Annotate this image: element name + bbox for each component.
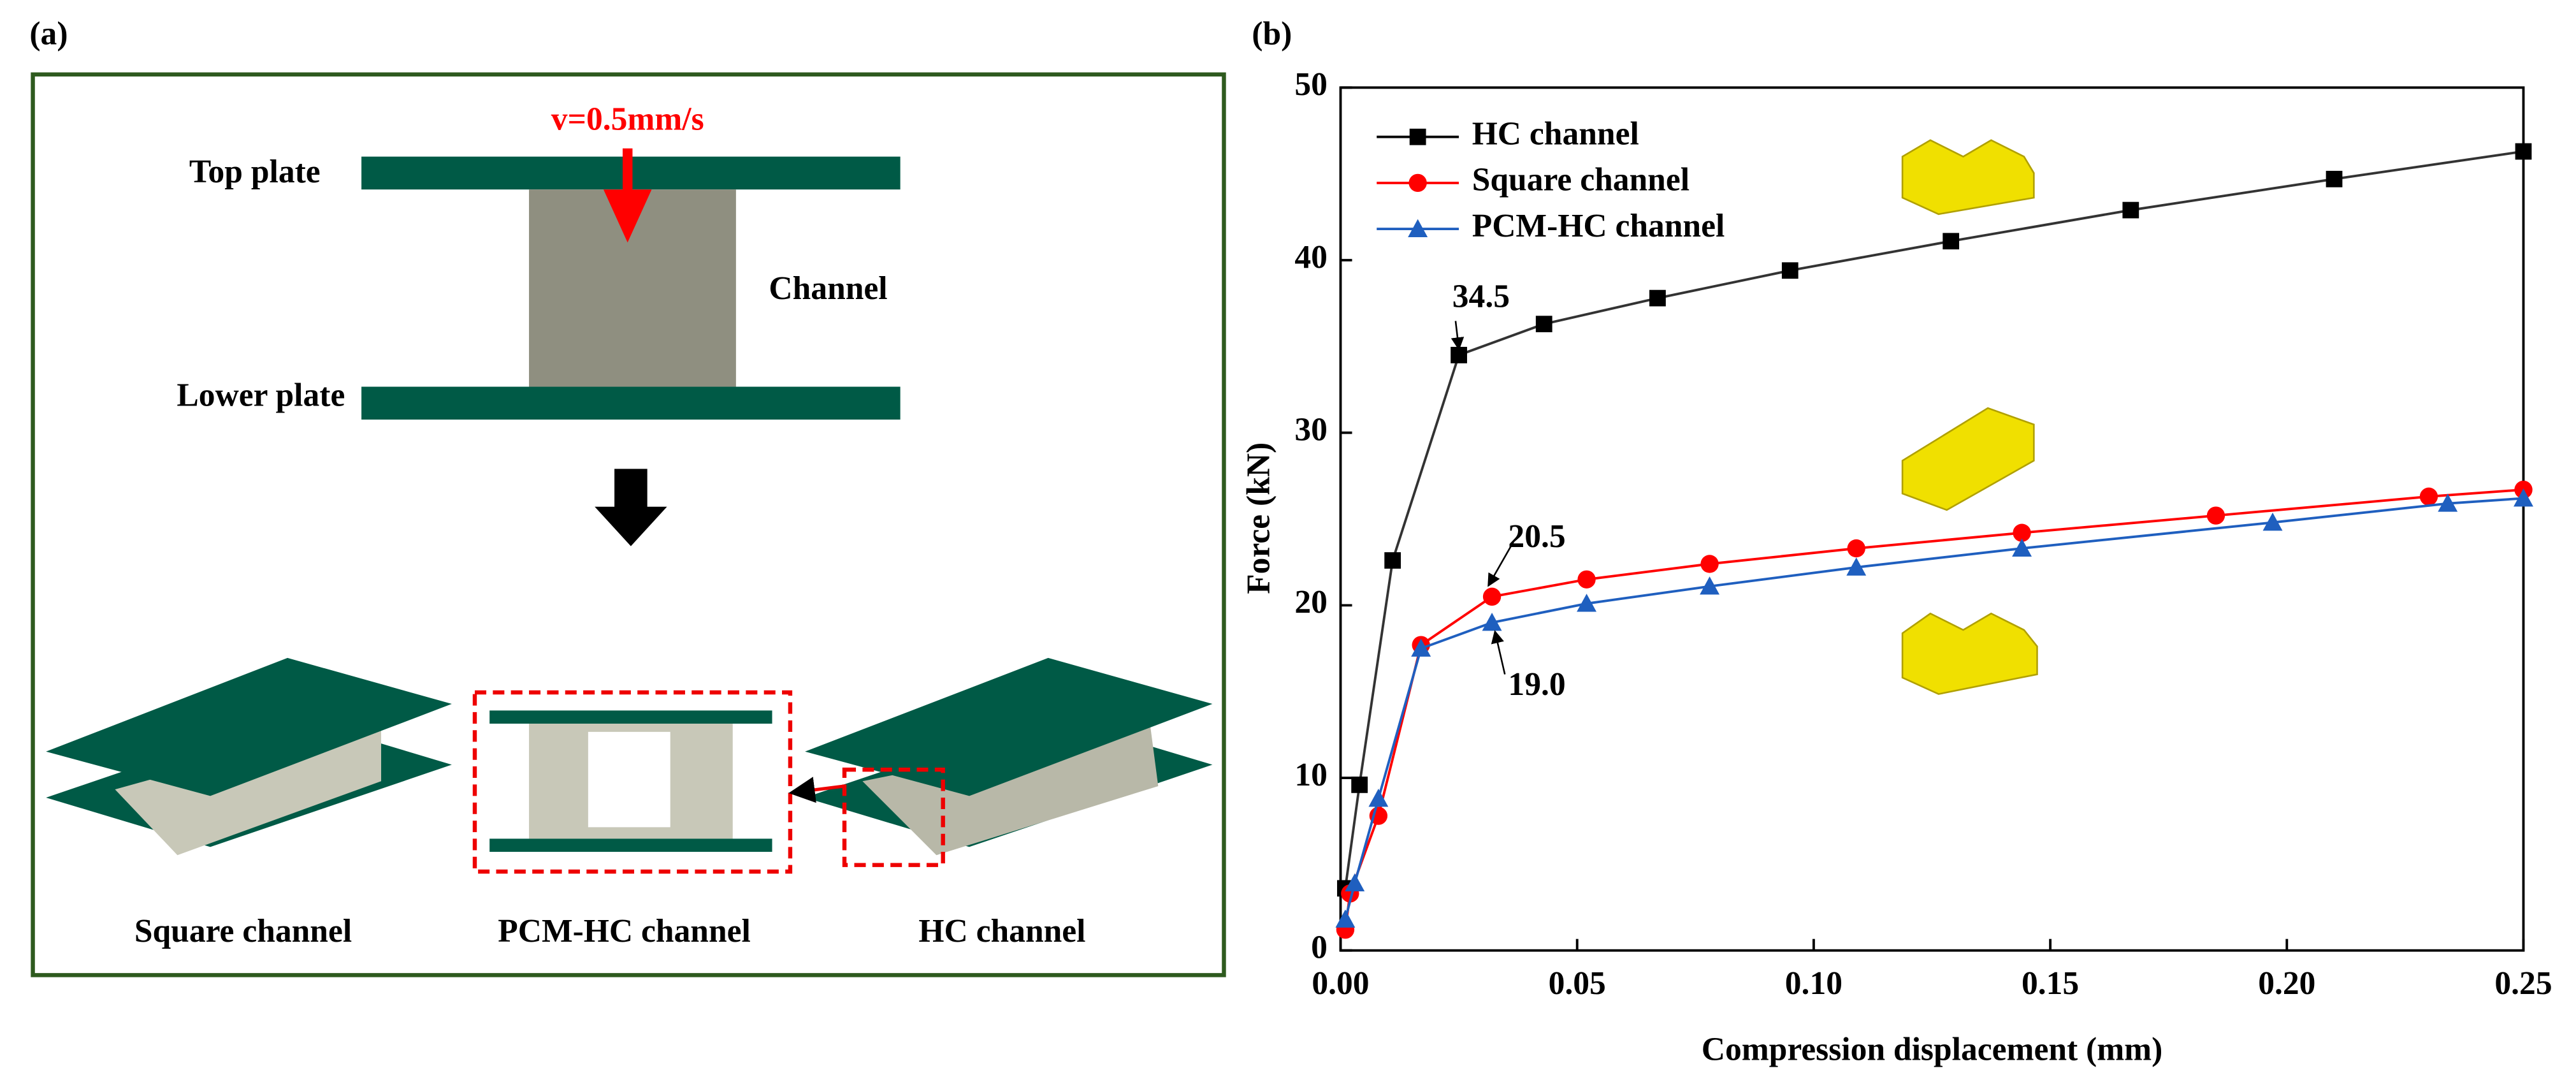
x-tick-label: 0.10 bbox=[1785, 965, 1842, 1002]
data-point bbox=[1847, 539, 1865, 558]
model-label: Square channel bbox=[134, 913, 352, 949]
data-point bbox=[1781, 262, 1798, 279]
panel-label: (a) bbox=[29, 15, 68, 52]
legend-label: Square channel bbox=[1472, 162, 1690, 198]
x-tick-label: 0.00 bbox=[1312, 965, 1369, 1002]
data-point bbox=[2262, 512, 2283, 531]
velocity-label: v=0.5mm/s bbox=[551, 101, 704, 137]
data-point bbox=[2438, 493, 2458, 512]
data-point bbox=[2326, 170, 2343, 187]
data-point bbox=[2514, 488, 2533, 507]
series-line bbox=[1344, 497, 2524, 920]
data-point bbox=[2013, 523, 2031, 542]
series-line bbox=[1343, 488, 2524, 930]
annotation: 34.5 bbox=[1452, 279, 1510, 315]
data-point bbox=[1335, 909, 1356, 928]
data-point bbox=[1943, 233, 1960, 250]
y-tick-label: 40 bbox=[1294, 239, 1328, 275]
data-point bbox=[1345, 873, 1365, 892]
lower-plate-label: Lower plate bbox=[177, 377, 345, 413]
data-point bbox=[1846, 557, 1867, 576]
data-point bbox=[1384, 552, 1401, 569]
legend-label: PCM-HC channel bbox=[1472, 208, 1725, 244]
y-tick-label: 20 bbox=[1294, 584, 1328, 620]
top-plate-label: Top plate bbox=[189, 154, 321, 190]
data-point bbox=[2122, 201, 2139, 219]
cell-icons bbox=[1901, 139, 2038, 695]
annotation-arrow bbox=[1451, 321, 1465, 351]
data-point bbox=[2419, 487, 2438, 506]
channel-label: Channel bbox=[769, 270, 887, 307]
annotation-arrow bbox=[1487, 539, 1516, 587]
x-tick-label: 0.20 bbox=[2258, 965, 2315, 1002]
load-arrow bbox=[603, 148, 652, 243]
data-point bbox=[2206, 506, 2225, 525]
x-tick-label: 0.05 bbox=[1549, 965, 1606, 1002]
x-tick-label: 0.25 bbox=[2494, 965, 2552, 1002]
x-axis-label: Compression displacement (mm) bbox=[1702, 1031, 2163, 1067]
lower-plate bbox=[361, 386, 901, 420]
model-label: PCM-HC channel bbox=[498, 913, 751, 949]
data-point bbox=[1482, 612, 1502, 631]
panel-frame bbox=[31, 72, 1226, 977]
y-tick-label: 10 bbox=[1294, 757, 1328, 793]
data-point bbox=[2012, 538, 2032, 557]
data-point bbox=[1411, 638, 1431, 657]
annotation: 19.0 bbox=[1508, 666, 1565, 703]
square-model bbox=[46, 657, 452, 856]
data-point bbox=[1649, 289, 1666, 307]
y-tick-label: 50 bbox=[1294, 66, 1328, 103]
plot-frame bbox=[1339, 86, 2525, 952]
y-tick-label: 0 bbox=[1311, 930, 1328, 966]
data-point bbox=[1577, 594, 1597, 612]
data-point bbox=[1368, 789, 1389, 807]
annotation-arrow bbox=[1491, 630, 1506, 675]
data-point bbox=[2515, 143, 2532, 160]
data-point bbox=[1482, 587, 1501, 606]
flow-arrow bbox=[595, 469, 667, 546]
legend-label: HC channel bbox=[1472, 116, 1639, 152]
data-point bbox=[1451, 347, 1467, 363]
annotation: 20.5 bbox=[1508, 518, 1565, 555]
y-axis-label: Force (kN) bbox=[1241, 442, 1277, 594]
pcm-model bbox=[472, 690, 793, 874]
model-label: HC channel bbox=[918, 913, 1085, 949]
panel-label: (b) bbox=[1252, 15, 1292, 52]
legend-marker bbox=[1408, 219, 1428, 237]
legend-marker bbox=[1409, 128, 1426, 145]
data-point bbox=[1577, 570, 1596, 588]
y-tick-label: 30 bbox=[1294, 412, 1328, 448]
data-point bbox=[1535, 316, 1552, 333]
legend-marker bbox=[1408, 173, 1427, 193]
data-point bbox=[1351, 776, 1368, 793]
data-point bbox=[1700, 576, 1720, 595]
data-point bbox=[1700, 555, 1719, 573]
hc-model bbox=[788, 657, 1213, 867]
x-tick-label: 0.15 bbox=[2022, 965, 2079, 1002]
